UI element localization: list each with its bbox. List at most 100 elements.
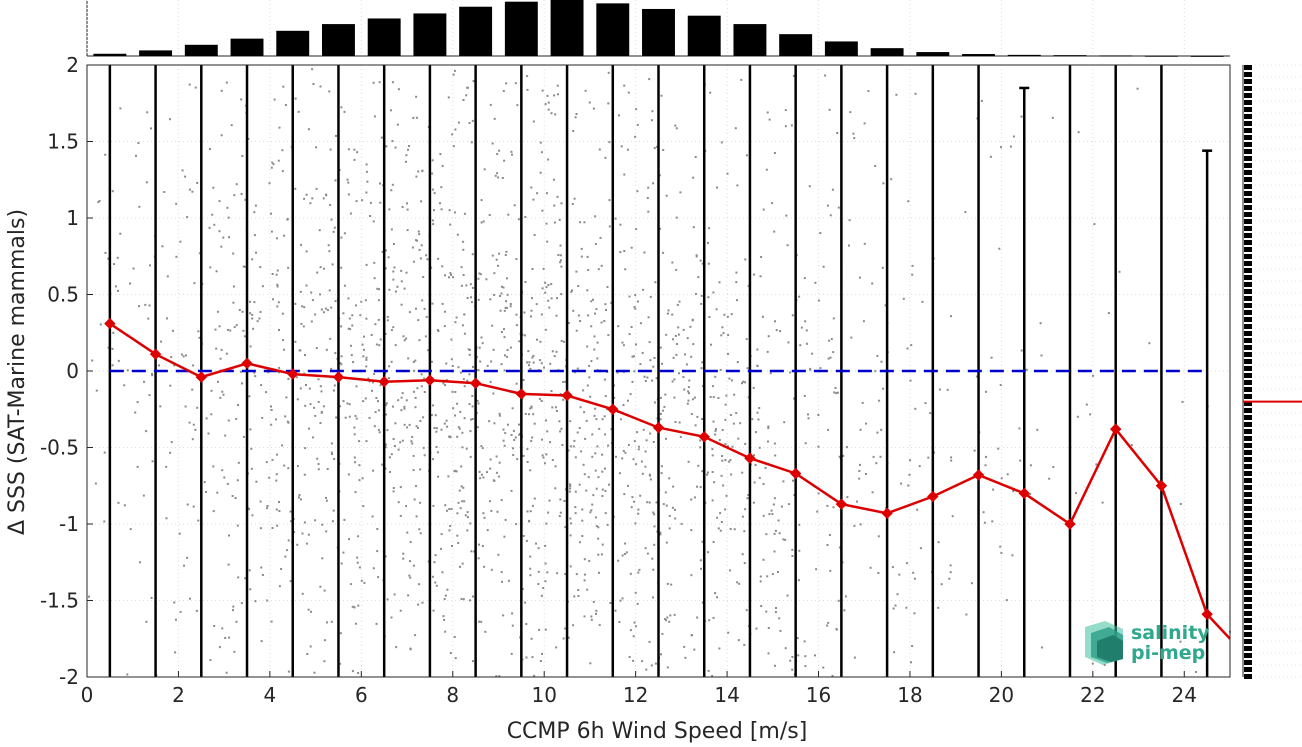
scatter-point xyxy=(507,213,510,216)
scatter-point xyxy=(1052,466,1055,468)
scatter-point xyxy=(849,111,852,114)
scatter-point xyxy=(470,550,473,553)
main-plot-area: 0 2 4 6 8 10 12 14 16 18 20 22 24 -2-1.5-1-0.500.511… xyxy=(40,53,1231,707)
scatter-point xyxy=(239,370,242,373)
marginal-bar xyxy=(1244,163,1252,168)
scatter-point xyxy=(419,420,422,422)
mean-series xyxy=(104,317,1231,640)
scatter-point xyxy=(634,307,637,310)
scatter-point xyxy=(831,674,834,677)
scatter-point xyxy=(832,317,835,320)
scatter-point xyxy=(250,467,253,470)
scatter-point xyxy=(393,593,396,596)
scatter-point xyxy=(589,395,592,398)
scatter-point xyxy=(242,265,245,268)
scatter-point xyxy=(506,355,509,358)
scatter-point xyxy=(439,153,442,156)
scatter-point xyxy=(422,446,425,449)
scatter-point xyxy=(320,390,323,393)
scatter-point xyxy=(678,300,681,303)
scatter-point xyxy=(512,447,514,450)
scatter-point xyxy=(861,401,864,404)
scatter-point xyxy=(539,141,542,144)
scatter-point xyxy=(736,361,739,364)
scatter-point xyxy=(477,277,480,280)
scatter-point xyxy=(146,111,149,114)
scatter-point xyxy=(363,581,366,584)
scatter-point xyxy=(499,295,502,297)
scatter-point xyxy=(367,377,370,380)
scatter-point xyxy=(418,583,421,586)
histogram-bar xyxy=(596,3,630,56)
scatter-point xyxy=(339,632,342,635)
scatter-point xyxy=(805,342,808,345)
scatter-point xyxy=(319,422,322,424)
scatter-point xyxy=(803,394,806,397)
scatter-point xyxy=(550,390,553,392)
marginal-bar xyxy=(1244,149,1252,154)
scatter-point xyxy=(132,267,135,270)
scatter-point xyxy=(735,281,738,284)
scatter-point xyxy=(528,520,531,523)
scatter-point xyxy=(998,247,1001,250)
scatter-point xyxy=(1012,490,1015,493)
scatter-point xyxy=(727,334,730,337)
marginal-bar xyxy=(1244,352,1252,357)
scatter-point xyxy=(672,485,675,488)
scatter-point xyxy=(461,446,464,449)
scatter-point xyxy=(492,479,495,482)
scatter-point xyxy=(359,314,362,317)
scatter-point xyxy=(835,628,838,631)
scatter-point xyxy=(286,420,289,423)
scatter-point xyxy=(601,488,604,491)
scatter-point xyxy=(594,407,597,410)
scatter-point xyxy=(123,384,126,387)
scatter-point xyxy=(635,108,638,111)
scatter-point xyxy=(469,455,472,458)
scatter-point xyxy=(673,378,676,381)
scatter-point xyxy=(608,483,610,486)
scatter-point xyxy=(294,340,297,343)
scatter-point xyxy=(119,232,122,235)
scatter-point xyxy=(647,186,650,189)
scatter-point xyxy=(586,588,589,591)
scatter-point xyxy=(212,186,215,189)
scatter-point xyxy=(273,98,276,101)
marginal-bar xyxy=(1244,205,1252,210)
scatter-point xyxy=(767,627,770,629)
scatter-point xyxy=(445,362,448,365)
scatter-point xyxy=(254,600,257,603)
scatter-point xyxy=(909,379,912,382)
scatter-point xyxy=(372,567,375,570)
marginal-bar xyxy=(1244,513,1252,518)
scatter-point xyxy=(686,337,689,340)
scatter-point xyxy=(589,511,592,514)
marginal-bar xyxy=(1244,107,1252,112)
scatter-point xyxy=(707,669,710,672)
scatter-point xyxy=(938,388,941,391)
scatter-point xyxy=(396,123,399,126)
scatter-point xyxy=(1179,503,1182,505)
marginal-bar xyxy=(1244,555,1252,560)
scatter-point xyxy=(724,459,727,461)
scatter-point xyxy=(896,593,899,596)
scatter-point xyxy=(450,507,453,510)
scatter-point xyxy=(581,535,584,537)
scatter-point xyxy=(545,522,548,525)
scatter-point xyxy=(179,610,182,613)
scatter-point xyxy=(580,450,583,453)
scatter-point xyxy=(584,437,587,440)
scatter-point xyxy=(502,614,505,617)
scatter-point xyxy=(481,342,484,345)
scatter-point xyxy=(864,473,867,475)
scatter-point xyxy=(553,204,556,207)
scatter-point xyxy=(588,364,591,367)
scatter-point xyxy=(624,542,627,545)
scatter-point xyxy=(587,269,590,271)
scatter-point xyxy=(560,265,563,268)
scatter-point xyxy=(711,385,714,388)
scatter-point xyxy=(509,346,512,349)
scatter-point xyxy=(655,501,658,504)
scatter-point xyxy=(666,312,669,315)
scatter-point xyxy=(1158,480,1161,483)
